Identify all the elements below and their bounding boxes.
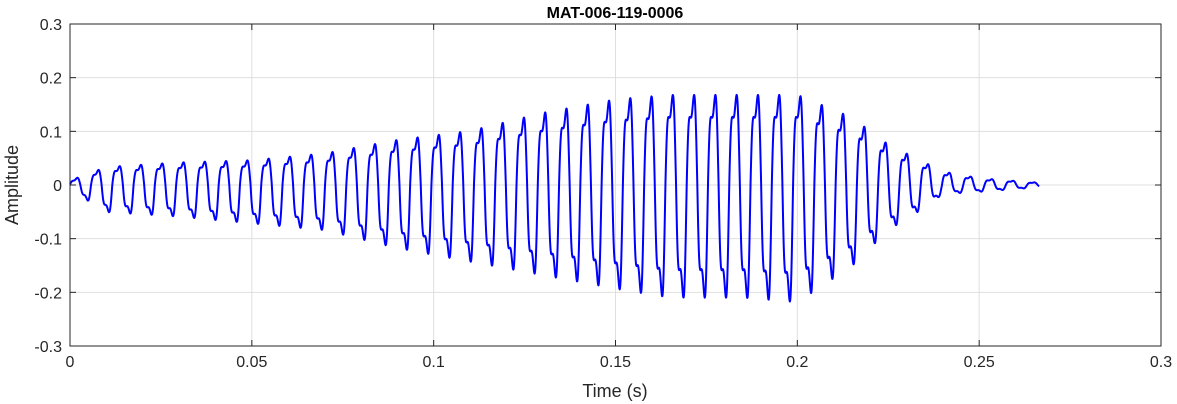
x-tick-label: 0 [66,354,75,371]
y-tick-label: 0.3 [40,17,62,34]
y-tick-label: 0.1 [40,124,62,141]
x-axis-label: Time (s) [582,381,647,401]
waveform-line [69,93,1040,303]
y-tick-label: -0.2 [34,285,62,302]
x-tick-label: 0.1 [423,354,445,371]
x-axis-ticks: 0 0.05 0.1 0.15 0.2 0.25 0.3 [66,24,1172,371]
chart-title: MAT-006-119-0006 [547,5,684,22]
y-axis-ticks: -0.3 -0.2 -0.1 0 0.1 0.2 0.3 [34,17,1161,356]
x-tick-label: 0.05 [236,354,267,371]
x-tick-label: 0.25 [964,354,995,371]
x-tick-label: 0.15 [600,354,631,371]
x-tick-label: 0.3 [1150,354,1172,371]
y-tick-label: 0 [53,178,62,195]
y-tick-label: 0.2 [40,71,62,88]
x-tick-label: 0.2 [786,354,808,371]
y-tick-label: -0.1 [34,232,62,249]
y-tick-label: -0.3 [34,339,62,356]
y-axis-label: Amplitude [2,145,22,225]
